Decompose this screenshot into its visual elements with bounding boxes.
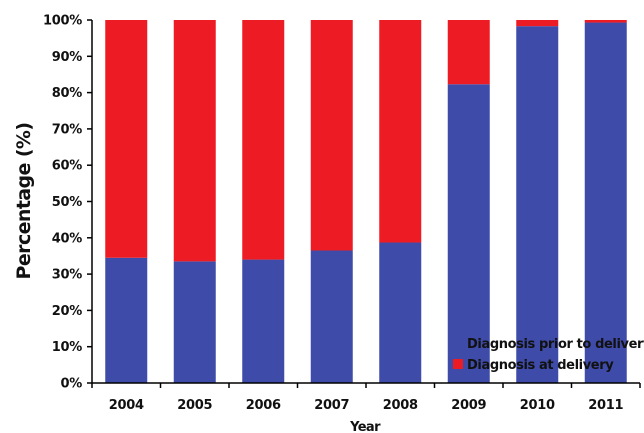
legend: Diagnosis prior to delivery Diagnosis at … (453, 337, 644, 373)
x-tick-label: 2007 (314, 398, 349, 413)
bar-2006-series-2 (242, 20, 285, 260)
legend-swatch (453, 359, 463, 369)
bars-group (105, 20, 627, 383)
y-tick-label: 100% (43, 14, 82, 29)
x-ticks-group: 2004 2005 2006 2007 2008 2009 2010 2011 (91, 383, 641, 413)
x-tick-label: 2004 (109, 398, 144, 413)
y-tick-label: 60% (52, 159, 82, 174)
x-tick-label: 2006 (246, 398, 281, 413)
y-ticks-group: 0% 10% 20% 30% 40% 50% 60% 70% 80% 90% 100% (43, 14, 92, 392)
y-tick-label: 50% (52, 195, 82, 210)
x-tick-label: 2009 (451, 398, 486, 413)
bar-2008-series-2 (379, 20, 422, 243)
bar-2007-series-2 (310, 20, 353, 251)
y-tick-label: 20% (52, 304, 82, 319)
bar-2010-series-2 (516, 20, 559, 27)
bar-2004-series-1 (105, 257, 148, 383)
bar-2009-series-1 (447, 84, 490, 383)
bar-2005-series-1 (173, 261, 216, 383)
bar-2011-series-2 (584, 20, 627, 23)
bar-2011-series-1 (584, 22, 627, 383)
bar-2005-series-2 (173, 20, 216, 262)
legend-label: Diagnosis prior to delivery (467, 337, 644, 352)
legend-label: Diagnosis at delivery (467, 358, 614, 373)
x-tick-label: 2010 (520, 398, 555, 413)
y-tick-label: 90% (52, 50, 82, 65)
y-tick-label: 30% (52, 268, 82, 283)
y-tick-label: 80% (52, 86, 82, 101)
bar-2007-series-1 (310, 250, 353, 383)
bar-2006-series-1 (242, 259, 285, 383)
y-tick-label: 10% (52, 340, 82, 355)
bar-2010-series-1 (516, 26, 559, 383)
bar-2009-series-2 (447, 20, 490, 85)
legend-swatch (453, 338, 463, 348)
x-axis-title: Year (349, 420, 381, 433)
x-tick-label: 2011 (588, 398, 623, 413)
y-tick-label: 0% (61, 377, 83, 392)
x-tick-label: 2008 (383, 398, 418, 413)
y-axis-title: Percentage (%) (13, 123, 35, 280)
x-tick-label: 2005 (177, 398, 212, 413)
bar-2004-series-2 (105, 20, 148, 258)
y-tick-label: 40% (52, 231, 82, 246)
y-tick-label: 70% (52, 122, 82, 137)
bar-2008-series-1 (379, 242, 422, 383)
